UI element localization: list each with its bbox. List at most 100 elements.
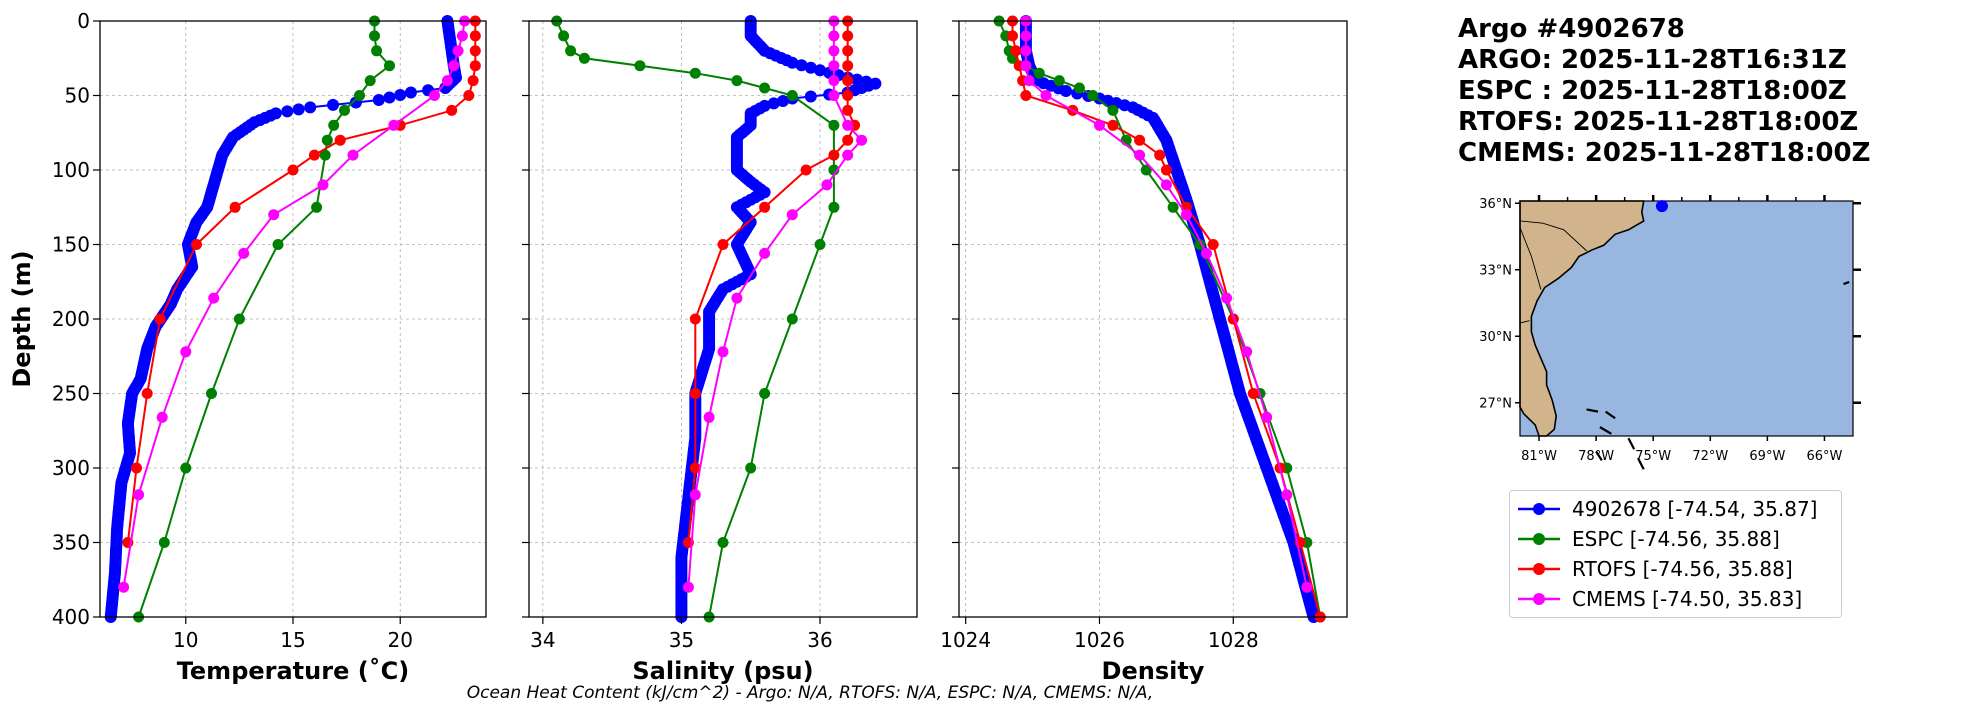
data-point-cmems <box>786 209 798 221</box>
data-point-cmems <box>1020 60 1032 72</box>
data-point-rtofs <box>1134 134 1146 146</box>
y-tick-label: 350 <box>52 531 90 555</box>
data-point-cmems <box>388 119 400 131</box>
data-point-rtofs <box>1207 239 1219 250</box>
data-point-argo <box>1060 85 1072 97</box>
data-point-espc <box>814 239 826 250</box>
data-point-cmems <box>828 90 840 101</box>
data-point-cmems <box>133 489 145 501</box>
map-lat-label: 30°N <box>1479 330 1512 345</box>
data-point-cmems <box>759 247 771 259</box>
map-island <box>1604 410 1616 420</box>
map-border-sc-ga <box>1519 227 1542 290</box>
legend-label-espc: ESPC [-74.56, 35.88] <box>1572 527 1780 551</box>
data-point-rtofs <box>842 75 854 87</box>
data-point-argo <box>804 90 817 103</box>
y-tick-label: 250 <box>52 382 90 406</box>
data-point-cmems <box>268 209 280 221</box>
data-point-cmems <box>456 30 468 42</box>
data-point-espc <box>1107 104 1119 116</box>
data-point-cmems <box>118 581 130 593</box>
profile-info: Argo #4902678 ARGO: 2025-11-28T16:31Z ES… <box>1458 14 1870 169</box>
data-point-cmems <box>731 292 743 304</box>
data-point-cmems <box>1040 90 1052 101</box>
data-point-espc <box>731 75 743 87</box>
y-axis-label: Depth (m) <box>8 250 36 387</box>
data-point-espc <box>233 313 245 325</box>
data-point-espc <box>1167 201 1179 213</box>
data-point-cmems <box>1241 346 1253 358</box>
x-tick-label: 35 <box>669 628 694 652</box>
data-point-espc <box>745 462 757 474</box>
map-lat-label: 33°N <box>1479 264 1512 279</box>
data-point-rtofs <box>469 45 481 57</box>
data-point-argo <box>777 95 789 107</box>
data-point-cmems <box>1134 149 1146 161</box>
legend-label-argo: 4902678 [-74.54, 35.87] <box>1572 497 1818 521</box>
x-tick-label: 1026 <box>1074 628 1125 652</box>
map-lat-label: 27°N <box>1479 397 1512 412</box>
data-point-cmems <box>208 292 220 304</box>
data-point-argo <box>795 59 808 72</box>
data-point-rtofs <box>800 164 812 176</box>
y-tick-label: 200 <box>52 307 90 331</box>
data-point-cmems <box>1020 30 1032 42</box>
data-point-espc <box>1053 75 1065 87</box>
data-point-rtofs <box>334 134 346 146</box>
data-point-rtofs <box>842 90 854 101</box>
data-point-rtofs <box>842 134 854 146</box>
data-point-espc <box>311 201 323 213</box>
series-line-cmems <box>1024 21 1308 588</box>
map-border-ga-fl <box>1519 320 1530 324</box>
data-point-cmems <box>441 75 453 87</box>
data-point-rtofs <box>1010 45 1022 57</box>
rtofs-time: RTOFS: 2025-11-28T18:00Z <box>1458 107 1859 137</box>
data-point-cmems <box>682 581 694 593</box>
data-point-argo <box>372 94 385 106</box>
map-island <box>1637 457 1645 470</box>
data-point-rtofs <box>446 104 458 116</box>
map-lon-label: 72°W <box>1692 449 1728 464</box>
data-point-rtofs <box>828 149 840 161</box>
data-point-cmems <box>703 411 715 423</box>
data-point-espc <box>364 75 376 87</box>
map-lon-label: 78°W <box>1578 449 1614 464</box>
salinity-panel: 34 35 36 Salinity (psu) <box>522 15 918 685</box>
data-point-cmems <box>828 75 840 87</box>
x-tick-label: 15 <box>280 628 305 652</box>
data-point-espc <box>319 149 331 161</box>
data-point-rtofs <box>287 164 299 176</box>
data-point-rtofs <box>154 313 166 325</box>
x-axis-label: Salinity (psu) <box>632 657 813 685</box>
data-point-espc <box>180 462 192 474</box>
data-point-cmems <box>842 119 854 131</box>
data-point-cmems <box>317 179 329 191</box>
data-point-argo <box>394 89 407 101</box>
data-point-rtofs <box>467 75 479 87</box>
map-island <box>1627 437 1636 450</box>
data-point-espc <box>828 201 840 213</box>
legend-label-cmems: CMEMS [-74.50, 35.83] <box>1572 587 1803 611</box>
legend-item-espc: ESPC [-74.56, 35.88] <box>1516 524 1780 554</box>
legend-marker-argo <box>1518 503 1560 515</box>
temperature-panel: 0 50 100 150 200 250 300 350 400 10 15 20 Temperatur… <box>8 9 487 685</box>
x-tick-label: 1028 <box>1208 628 1259 652</box>
data-point-espc <box>328 119 340 131</box>
data-point-cmems <box>1281 489 1293 501</box>
x-axis-label: Temperature (˚C) <box>177 657 410 685</box>
data-point-cmems <box>238 247 250 259</box>
data-point-rtofs <box>842 60 854 72</box>
y-tick-label: 0 <box>77 9 90 33</box>
data-point-rtofs <box>842 30 854 42</box>
data-point-cmems <box>1180 209 1192 221</box>
data-point-espc <box>1073 82 1085 94</box>
data-point-espc <box>354 90 365 101</box>
ocean-heat-content-footer: Ocean Heat Content (kJ/cm^2) - Argo: N/A… <box>466 683 1154 703</box>
data-point-cmems <box>448 60 460 72</box>
data-point-cmems <box>429 90 440 101</box>
data-point-argo <box>281 105 294 118</box>
legend-marker-cmems <box>1518 593 1560 605</box>
data-point-rtofs <box>842 104 854 116</box>
data-point-espc <box>384 60 395 72</box>
data-point-rtofs <box>842 45 854 57</box>
